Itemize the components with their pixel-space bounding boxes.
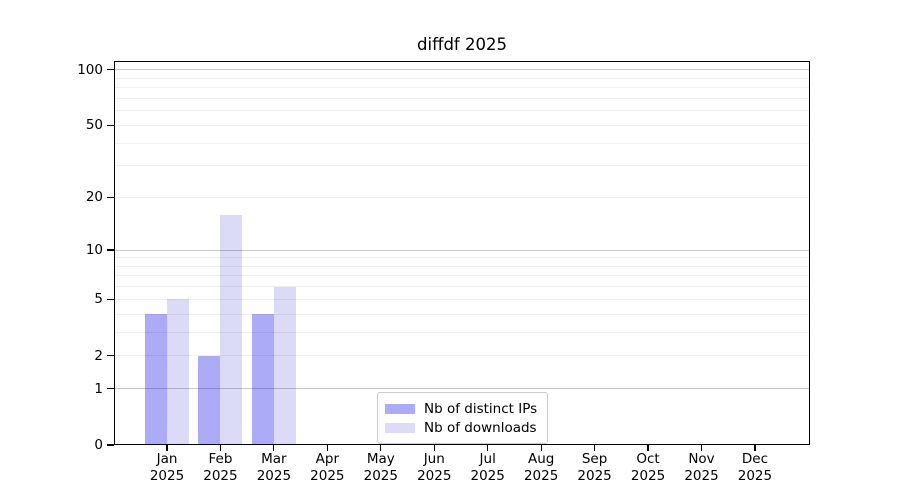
gridline-minor	[114, 97, 810, 99]
gridline-minor	[114, 331, 810, 333]
y-tick-label: 50	[85, 117, 103, 134]
x-tick-month: Sep	[581, 451, 608, 467]
x-axis-tick	[273, 445, 275, 451]
legend-swatch-downloads-icon	[385, 422, 415, 433]
x-tick-year: 2025	[470, 468, 505, 484]
gridline-minor	[114, 313, 810, 315]
x-axis-tick	[380, 445, 382, 451]
gridline-minor	[114, 265, 810, 267]
gridline-minor	[114, 275, 810, 277]
y-axis-tick	[107, 388, 114, 390]
x-tick-month: Aug	[527, 451, 555, 467]
x-tick-month: May	[366, 451, 395, 467]
y-tick-label: 20	[85, 189, 103, 206]
x-axis-tick	[433, 445, 435, 451]
x-tick-year: 2025	[737, 468, 773, 484]
x-tick-label: Jul 2025	[448, 451, 528, 485]
gridline-minor	[114, 87, 810, 89]
x-tick-year: 2025	[577, 468, 612, 484]
legend-swatch-distinct-ips-icon	[385, 403, 415, 414]
gridline-minor	[114, 298, 810, 300]
x-axis-tick	[754, 445, 756, 451]
x-tick-month: Feb	[208, 451, 233, 467]
y-axis-tick	[107, 298, 114, 300]
gridline-minor	[114, 77, 810, 79]
x-axis-tick	[540, 445, 542, 451]
legend-item-downloads: Nb of downloads	[385, 418, 537, 437]
x-tick-month: Jan	[156, 451, 178, 467]
x-axis-tick	[166, 445, 168, 451]
y-tick-label: 10	[85, 242, 103, 259]
y-axis-tick	[107, 249, 114, 251]
x-tick-year: 2025	[363, 468, 398, 484]
x-tick-label: May 2025	[341, 451, 421, 485]
y-axis-tick	[107, 444, 114, 446]
x-tick-label: Oct 2025	[608, 451, 688, 485]
x-axis-tick	[487, 445, 489, 451]
x-axis-tick	[700, 445, 703, 451]
x-tick-year: 2025	[149, 468, 185, 484]
gridline-minor	[114, 355, 810, 357]
x-tick-year: 2025	[684, 468, 719, 484]
bar-downloads-feb	[220, 214, 243, 445]
x-tick-month: Jul	[479, 451, 496, 467]
x-tick-label: Jun 2025	[394, 451, 474, 485]
x-axis-tick	[326, 445, 328, 451]
x-tick-month: Apr	[315, 451, 340, 467]
x-tick-month: Oct	[636, 451, 660, 467]
bar-distinct-ips-feb	[198, 355, 221, 445]
x-tick-year: 2025	[417, 468, 452, 484]
y-tick-label: 1	[94, 380, 103, 397]
y-tick-label: 0	[94, 437, 103, 453]
y-tick-label: 2	[94, 347, 103, 364]
bar-distinct-ips-jan	[145, 314, 167, 445]
x-tick-label: Dec 2025	[715, 451, 795, 485]
gridline-major	[114, 388, 810, 390]
gridline-minor	[114, 165, 810, 167]
x-tick-label: Nov 2025	[662, 451, 742, 485]
x-tick-label: Sep 2025	[555, 451, 635, 485]
y-tick-label: 5	[94, 291, 103, 308]
x-tick-month: Nov	[688, 451, 715, 467]
gridline-major	[114, 69, 810, 71]
gridline-minor	[114, 124, 810, 126]
bar-downloads-jan	[167, 299, 189, 445]
x-tick-year: 2025	[310, 468, 345, 484]
gridline-minor	[114, 110, 810, 112]
x-tick-year: 2025	[256, 468, 292, 484]
x-tick-year: 2025	[630, 468, 666, 484]
x-axis-tick	[647, 445, 649, 451]
legend: Nb of distinct IPs Nb of downloads	[377, 392, 549, 444]
y-axis-tick	[107, 124, 114, 126]
y-axis-tick	[107, 69, 114, 71]
plot-area	[114, 61, 810, 445]
gridline-minor	[114, 142, 810, 144]
x-tick-label: Jan 2025	[127, 451, 207, 485]
legend-label-distinct-ips: Nb of distinct IPs	[424, 400, 538, 417]
gridline-minor	[114, 257, 810, 259]
x-tick-label: Aug 2025	[501, 451, 581, 485]
x-axis-tick	[594, 445, 596, 451]
legend-item-distinct-ips: Nb of distinct IPs	[385, 399, 537, 418]
gridline-minor	[114, 286, 810, 288]
x-tick-year: 2025	[203, 468, 238, 484]
y-axis-tick	[107, 355, 114, 357]
bar-downloads-mar	[273, 286, 296, 445]
x-tick-month: Mar	[261, 451, 287, 467]
x-tick-year: 2025	[523, 468, 559, 484]
legend-label-downloads: Nb of downloads	[424, 419, 537, 436]
y-tick-label: 100	[77, 61, 103, 78]
gridline-minor	[114, 196, 810, 198]
x-tick-month: Jun	[423, 451, 445, 467]
y-axis-tick	[107, 196, 114, 199]
gridline-major	[114, 249, 810, 251]
x-tick-label: Apr 2025	[287, 451, 367, 485]
chart-title: diffdf 2025	[417, 35, 507, 54]
x-tick-label: Feb 2025	[180, 451, 260, 485]
x-tick-label: Mar 2025	[234, 451, 314, 485]
bar-distinct-ips-mar	[251, 314, 274, 445]
x-tick-month: Dec	[741, 451, 768, 467]
x-axis-tick	[219, 445, 222, 451]
